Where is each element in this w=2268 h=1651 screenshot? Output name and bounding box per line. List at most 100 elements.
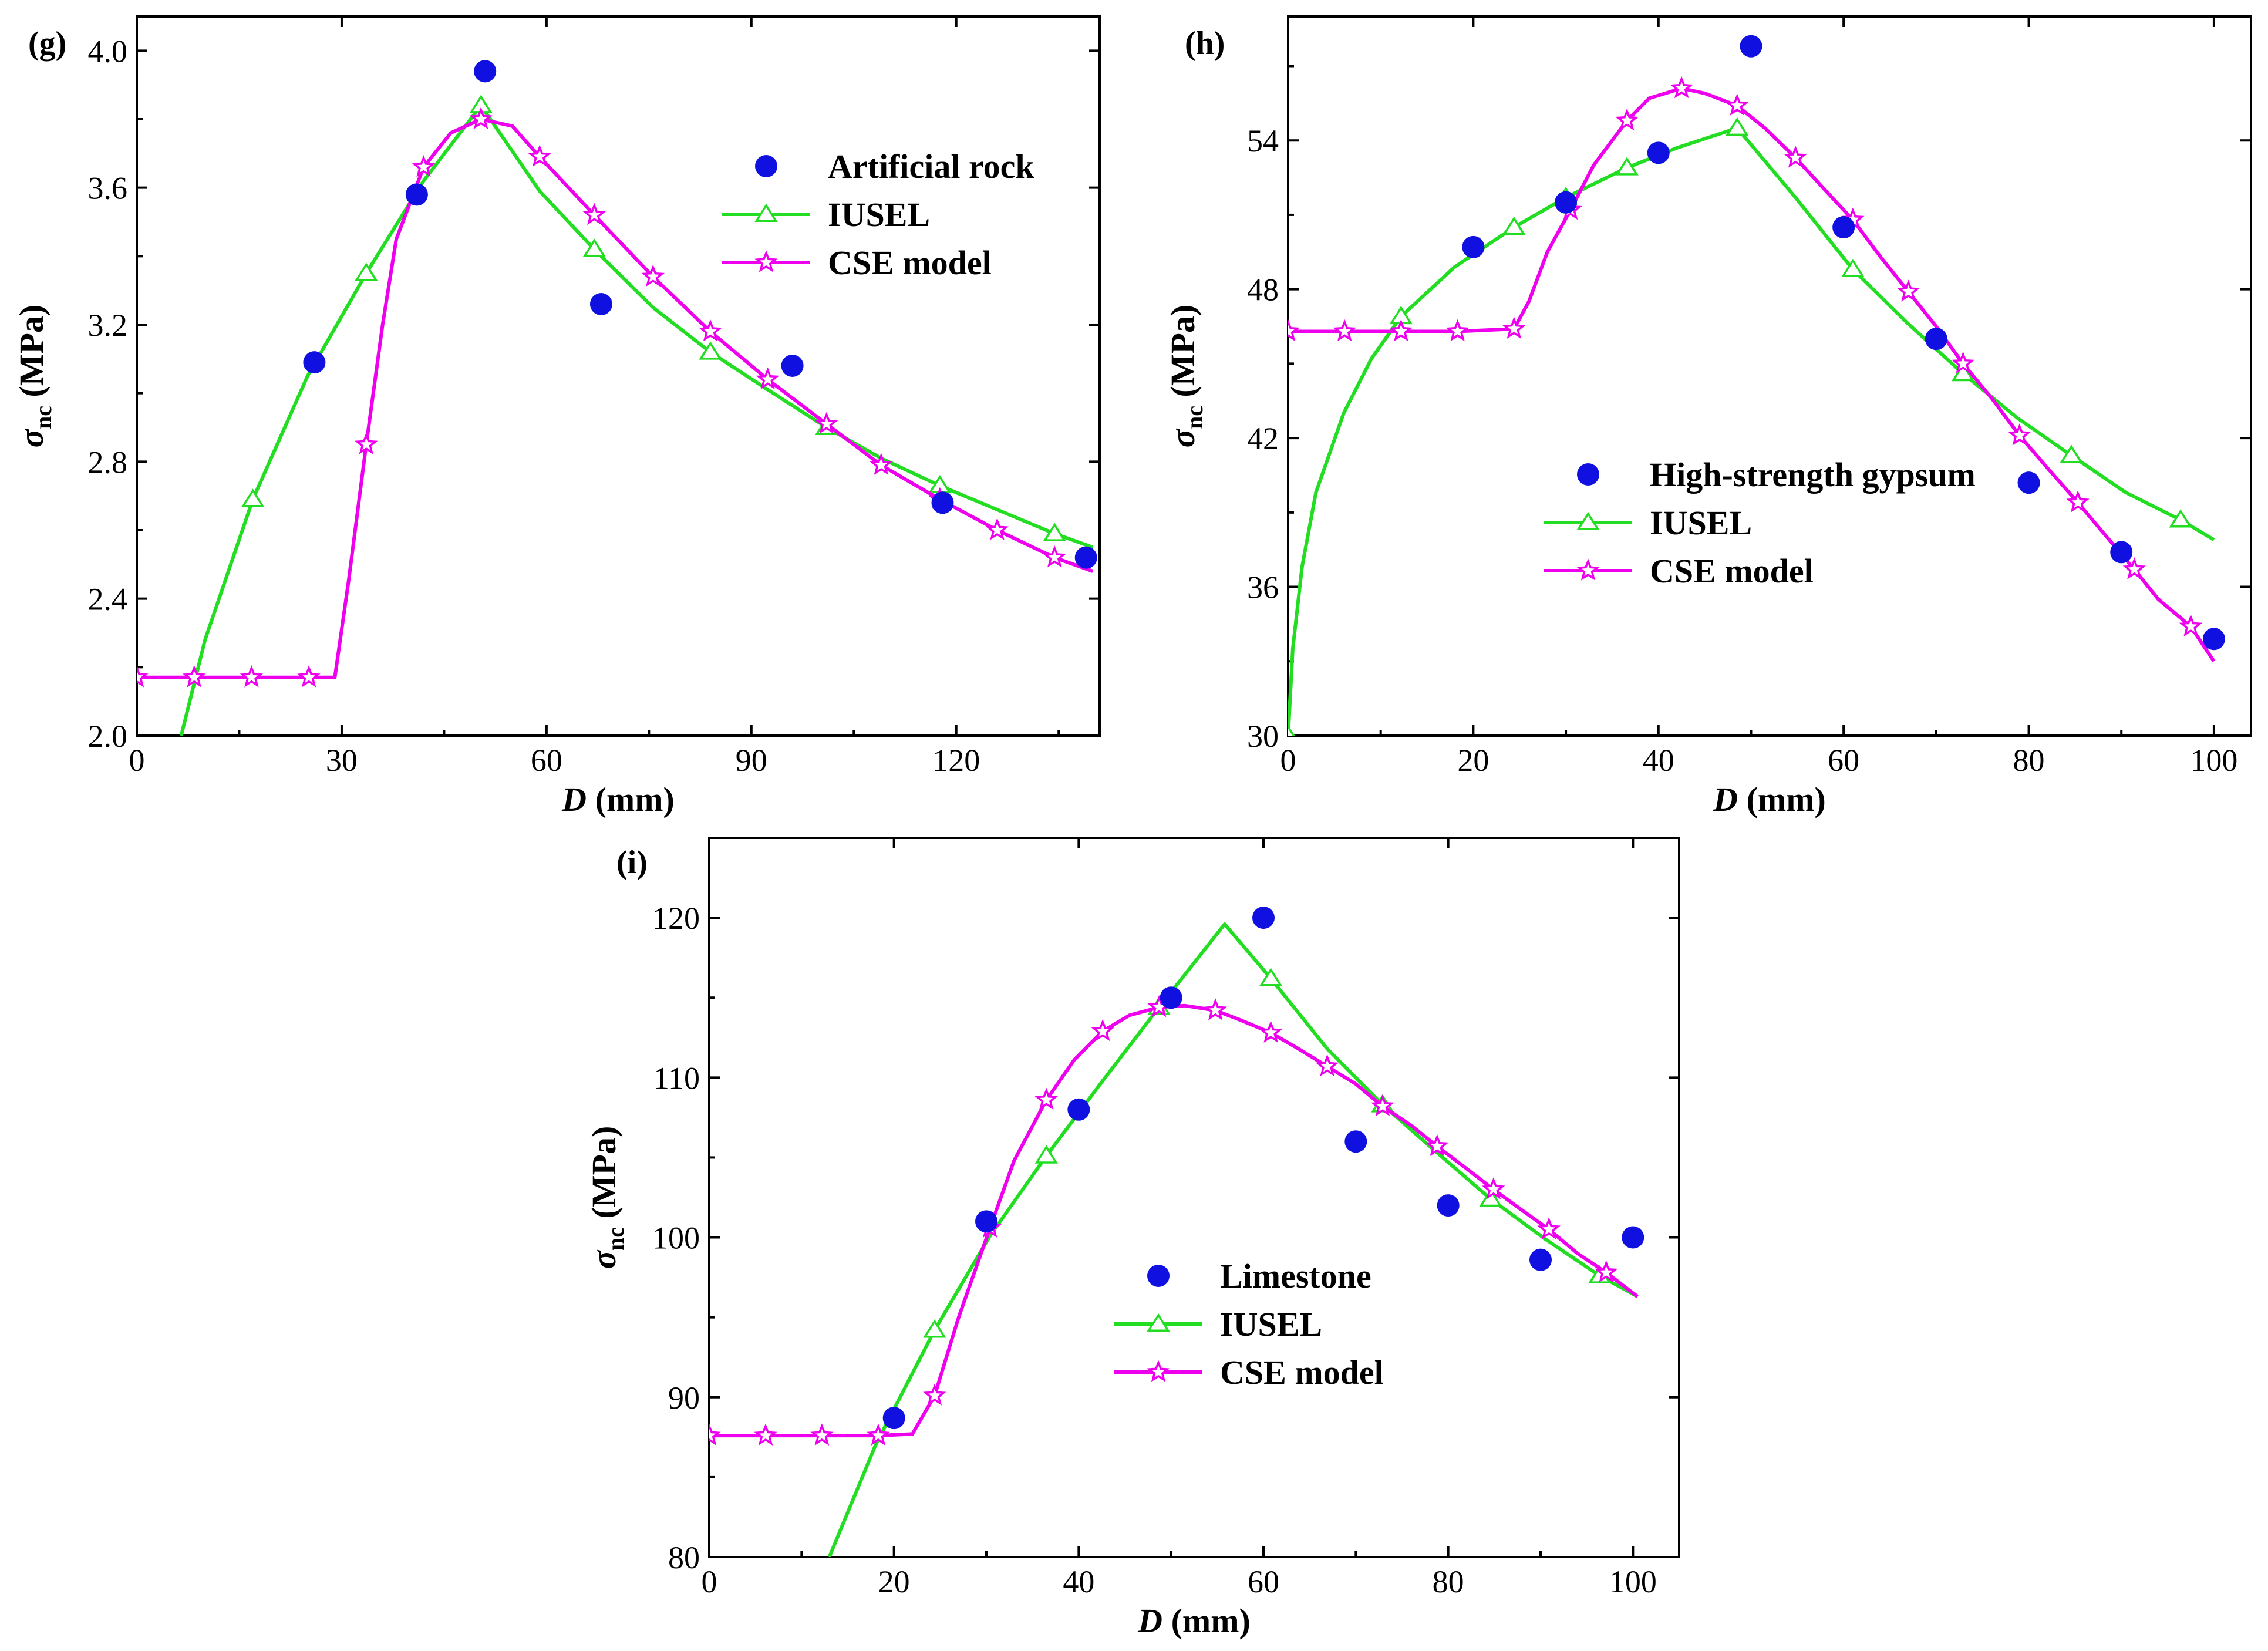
y-axis-title: σnc (MPa)	[12, 305, 56, 448]
series-marker-cse-model	[2008, 423, 2031, 446]
data-point	[2202, 628, 2225, 651]
data-point	[781, 355, 804, 377]
data-point	[1529, 1248, 1552, 1271]
series-marker-iusel	[241, 488, 265, 507]
series-marker-iusel	[1259, 968, 1283, 986]
x-tick-label: 80	[1433, 1564, 1464, 1599]
series-marker-cse-model	[1615, 108, 1639, 131]
x-tick-label: 20	[1457, 743, 1489, 778]
legend-marker	[1576, 511, 1600, 530]
chart-panel-g: 0 30 60 90 120 2.0 2.4 2.8 3.2 3.6 4.0 D (mm) σnc (M…	[12, 15, 1101, 818]
data-point	[405, 183, 428, 206]
series-marker-cse-model	[2066, 490, 2090, 513]
series-marker-cse-model	[1537, 1217, 1561, 1239]
x-axis-title: D (mm)	[1137, 1602, 1251, 1640]
y-tick-label: 30	[1247, 719, 1279, 754]
data-point	[882, 1407, 905, 1430]
legend-marker	[1576, 558, 1600, 581]
panel-label: (i)	[616, 844, 648, 881]
series-marker-cse-model	[699, 319, 722, 342]
y-tick-label: 36	[1247, 570, 1279, 605]
series-marker-cse-model	[867, 1423, 890, 1446]
series-marker-cse-model	[1371, 1094, 1394, 1117]
series-marker-cse-model	[1726, 93, 1749, 116]
data-point	[1832, 216, 1855, 239]
series-marker-iusel	[1288, 725, 1295, 736]
legend-label: CSE model	[1650, 552, 1814, 590]
legend-label: Limestone	[1220, 1257, 1371, 1295]
chart-panel-i: 0 20 40 60 80 100 80 90 100 110 120 D (mm) σnc (MPa)…	[585, 837, 1680, 1640]
series-marker-cse-model	[297, 665, 321, 688]
series-marker-cse-model	[1091, 1019, 1114, 1042]
plot-frame	[708, 837, 1680, 1558]
x-tick-label: 0	[702, 1564, 717, 1599]
series-marker-iusel	[1043, 523, 1066, 541]
series-marker-cse-model	[582, 203, 606, 225]
series-marker-iusel	[1034, 1145, 1058, 1164]
y-tick-label: 2.0	[88, 719, 128, 754]
legend-label: IUSEL	[828, 196, 930, 234]
series-marker-cse-model	[1502, 316, 1526, 339]
series-marker-cse-model	[814, 412, 838, 434]
series-marker-iusel	[582, 238, 606, 257]
legend-marker	[1577, 463, 1599, 486]
data-point	[589, 293, 612, 315]
series-marker-cse-model	[1204, 998, 1227, 1020]
legend: High-strength gypsum IUSEL CSE model	[1544, 456, 1976, 590]
x-tick-label: 20	[878, 1564, 910, 1599]
legend-label: CSE model	[1220, 1353, 1384, 1391]
y-tick-label: 80	[668, 1540, 700, 1575]
data-point	[1074, 546, 1097, 569]
plot-area	[1288, 35, 2225, 736]
y-axis-title: σnc (MPa)	[585, 1126, 629, 1269]
legend-label: IUSEL	[1650, 504, 1752, 542]
legend-marker	[754, 250, 778, 272]
y-tick-label: 100	[652, 1221, 700, 1256]
legend-label: Artificial rock	[828, 147, 1034, 186]
series-marker-iusel	[1841, 258, 1865, 277]
y-tick-label: 3.6	[88, 171, 128, 206]
series-marker-cse-model	[870, 453, 893, 475]
series-marker-iusel	[1726, 117, 1749, 136]
data-point	[1647, 141, 1670, 164]
y-tick-label: 90	[668, 1380, 700, 1416]
series-marker-cse-model	[1670, 76, 1693, 99]
series-marker-cse-model	[1034, 1087, 1059, 1110]
legend-marker	[1147, 1360, 1170, 1382]
y-tick-label: 120	[652, 901, 700, 936]
series-marker-cse-model	[2122, 557, 2146, 579]
series-marker-iusel	[923, 1319, 946, 1338]
data-point	[2110, 541, 2133, 564]
x-tick-label: 100	[2190, 743, 2237, 778]
y-tick-label: 48	[1247, 272, 1279, 308]
series-marker-cse-model	[183, 665, 206, 688]
plot-area	[709, 907, 1644, 1557]
y-tick-label: 54	[1247, 123, 1279, 159]
x-tick-label: 0	[129, 743, 145, 778]
x-tick-label: 60	[1248, 1564, 1279, 1599]
x-tick-label: 90	[736, 743, 767, 778]
series-marker-iusel	[699, 341, 722, 360]
series-marker-cse-model	[985, 518, 1009, 540]
series-marker-cse-model	[1482, 1177, 1505, 1199]
series-marker-cse-model	[1784, 146, 1807, 168]
legend-label: CSE model	[828, 244, 992, 282]
series-marker-cse-model	[412, 154, 436, 177]
legend-marker	[1147, 1265, 1170, 1287]
series-marker-cse-model	[1425, 1134, 1449, 1157]
legend: Limestone IUSEL CSE model	[1114, 1257, 1384, 1391]
series-marker-iusel	[355, 262, 378, 281]
x-tick-label: 40	[1643, 743, 1674, 778]
series-marker-cse-model	[1288, 319, 1300, 342]
series-marker-cse-model	[1896, 279, 1920, 302]
y-tick-label: 2.8	[88, 444, 128, 480]
data-point	[474, 60, 497, 83]
series-marker-cse-model	[754, 1423, 777, 1446]
series-line-iusel	[827, 922, 1639, 1557]
data-point	[1344, 1130, 1367, 1153]
series-marker-iusel	[1502, 216, 1526, 235]
legend-marker	[1147, 1313, 1170, 1332]
panel-label: (g)	[28, 25, 66, 62]
x-tick-label: 30	[326, 743, 358, 778]
